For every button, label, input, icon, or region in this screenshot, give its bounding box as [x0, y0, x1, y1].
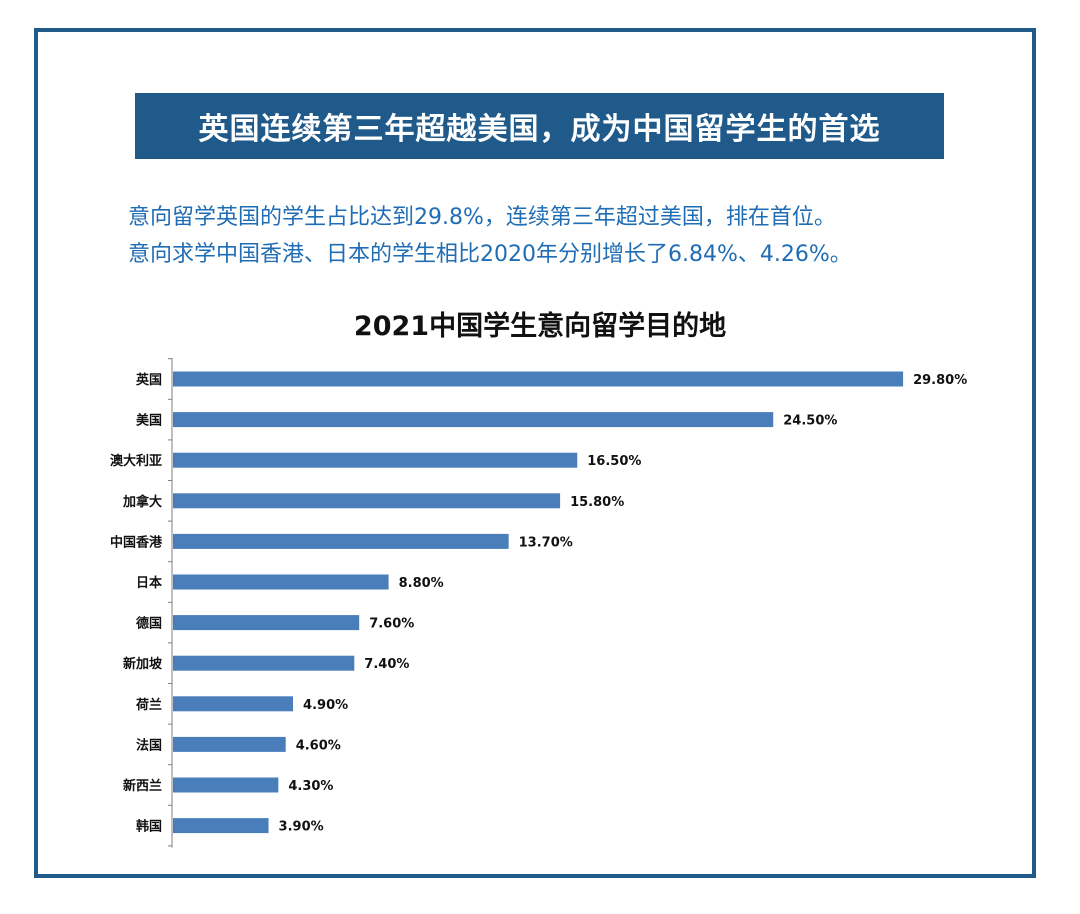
subtitle-line-2: 意向求学中国香港、日本的学生相比2020年分别增长了6.84%、4.26%。 — [128, 242, 852, 267]
category-label: 新加坡 — [123, 656, 163, 672]
bar — [173, 533, 509, 549]
category-label: 英国 — [135, 372, 162, 388]
data-label: 13.70% — [519, 535, 573, 550]
category-label: 日本 — [136, 575, 162, 591]
bar-chart: 英国 29.80% 美国 24.50% 澳大利亚 16.50% 加拿大 15.80% 中国香港 1… — [110, 358, 967, 848]
bar — [173, 655, 355, 671]
category-label: 加拿大 — [122, 494, 162, 510]
data-label: 3.90% — [279, 820, 324, 835]
category-label: 美国 — [136, 413, 162, 429]
category-label: 韩国 — [136, 819, 162, 835]
category-label: 法国 — [136, 737, 162, 753]
data-label: 7.60% — [369, 617, 414, 632]
headline-text: 英国连续第三年超越美国，成为中国留学生的首选 — [198, 112, 881, 147]
bar — [173, 412, 774, 428]
data-label: 8.80% — [399, 576, 444, 591]
category-label: 中国香港 — [110, 534, 163, 550]
data-label: 4.60% — [296, 738, 341, 753]
data-label: 7.40% — [364, 657, 409, 672]
bar — [173, 493, 561, 509]
headline-banner: 英国连续第三年超越美国，成为中国留学生的首选 — [135, 93, 944, 159]
chart-title: 2021中国学生意向留学目的地 — [353, 311, 727, 342]
data-label: 15.80% — [570, 495, 624, 510]
data-label: 4.30% — [288, 779, 333, 794]
category-label: 荷兰 — [135, 697, 162, 713]
bar — [173, 371, 904, 387]
category-label: 德国 — [136, 616, 162, 632]
subtitle-line-1: 意向留学英国的学生占比达到29.8%，连续第三年超过美国，排在首位。 — [128, 205, 836, 230]
category-label: 新西兰 — [123, 778, 162, 794]
bar — [173, 818, 269, 834]
data-label: 29.80% — [913, 373, 967, 388]
data-label: 24.50% — [783, 414, 837, 429]
category-label: 澳大利亚 — [110, 453, 162, 469]
data-label: 16.50% — [587, 454, 641, 469]
bar — [173, 452, 578, 468]
bar — [173, 736, 286, 752]
bar — [173, 777, 279, 793]
bar — [173, 574, 389, 590]
bar — [173, 696, 294, 712]
bar — [173, 615, 360, 631]
data-label: 4.90% — [303, 698, 348, 713]
